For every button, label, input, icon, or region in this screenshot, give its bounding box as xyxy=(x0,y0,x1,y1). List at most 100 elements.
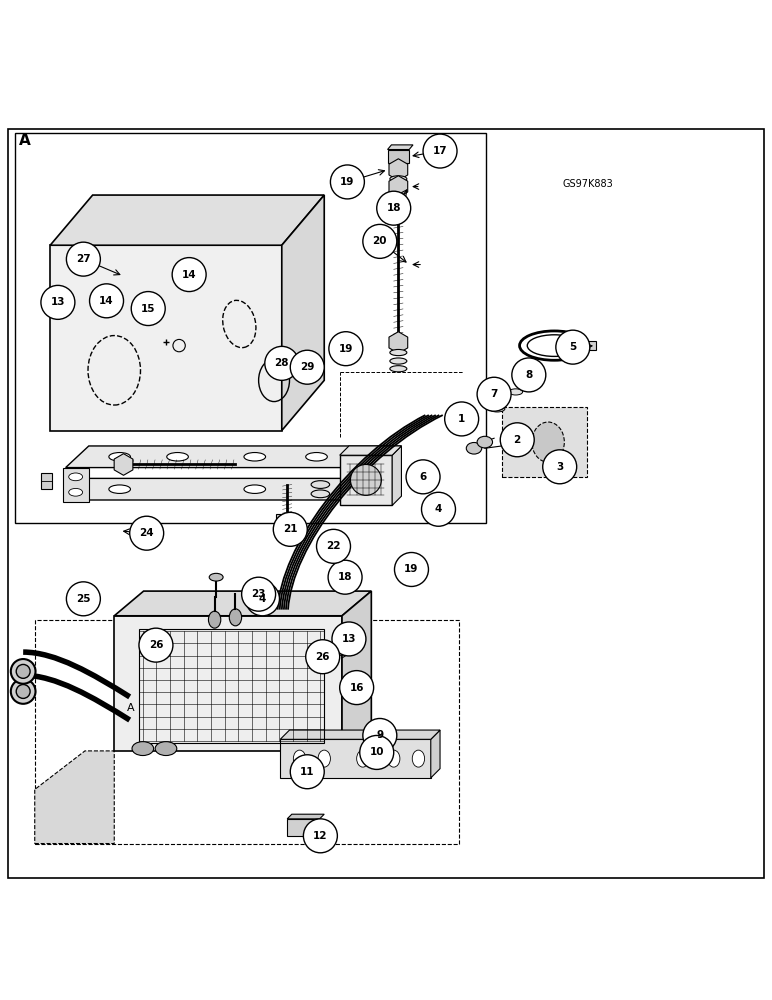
Ellipse shape xyxy=(532,422,564,462)
Text: 19: 19 xyxy=(339,344,353,354)
Circle shape xyxy=(445,402,479,436)
Text: 20: 20 xyxy=(373,236,387,246)
Text: 6: 6 xyxy=(419,472,427,482)
Text: 7: 7 xyxy=(490,389,498,399)
Text: 28: 28 xyxy=(275,358,289,368)
Polygon shape xyxy=(114,454,133,475)
FancyBboxPatch shape xyxy=(50,245,282,431)
Text: 4: 4 xyxy=(435,504,442,514)
Text: 13: 13 xyxy=(51,297,65,307)
Text: 27: 27 xyxy=(76,254,90,264)
Circle shape xyxy=(66,242,100,276)
Polygon shape xyxy=(280,730,440,739)
Circle shape xyxy=(273,512,307,546)
Polygon shape xyxy=(282,195,324,431)
Polygon shape xyxy=(389,159,408,180)
Circle shape xyxy=(500,423,534,457)
Text: 15: 15 xyxy=(141,304,155,314)
Circle shape xyxy=(290,350,324,384)
Circle shape xyxy=(90,284,124,318)
Circle shape xyxy=(360,735,394,769)
Ellipse shape xyxy=(11,659,36,684)
Circle shape xyxy=(332,622,366,656)
Ellipse shape xyxy=(109,485,130,493)
Circle shape xyxy=(317,529,350,563)
Text: 26: 26 xyxy=(316,652,330,662)
Polygon shape xyxy=(342,591,371,751)
Ellipse shape xyxy=(489,406,505,412)
Text: 18: 18 xyxy=(387,203,401,213)
Circle shape xyxy=(363,718,397,752)
Text: 3: 3 xyxy=(556,462,564,472)
Circle shape xyxy=(139,628,173,662)
Circle shape xyxy=(172,258,206,292)
FancyBboxPatch shape xyxy=(8,129,764,878)
Ellipse shape xyxy=(318,750,330,767)
Circle shape xyxy=(131,292,165,326)
Circle shape xyxy=(340,671,374,705)
Text: 13: 13 xyxy=(342,634,356,644)
Ellipse shape xyxy=(16,685,30,698)
FancyBboxPatch shape xyxy=(15,133,486,523)
Circle shape xyxy=(394,552,428,586)
Ellipse shape xyxy=(388,750,400,767)
Ellipse shape xyxy=(390,349,407,356)
Circle shape xyxy=(363,224,397,258)
FancyBboxPatch shape xyxy=(276,514,298,520)
Ellipse shape xyxy=(390,366,407,372)
Ellipse shape xyxy=(244,485,266,493)
FancyBboxPatch shape xyxy=(280,739,431,778)
Ellipse shape xyxy=(11,679,36,704)
Ellipse shape xyxy=(293,750,306,767)
Ellipse shape xyxy=(209,573,223,581)
Polygon shape xyxy=(35,751,114,844)
FancyBboxPatch shape xyxy=(340,455,392,505)
FancyBboxPatch shape xyxy=(388,150,409,163)
Text: 19: 19 xyxy=(405,564,418,574)
Polygon shape xyxy=(388,145,413,150)
Ellipse shape xyxy=(390,176,407,182)
Ellipse shape xyxy=(244,453,266,461)
Ellipse shape xyxy=(229,609,242,626)
Text: A: A xyxy=(19,133,31,148)
Ellipse shape xyxy=(109,453,130,461)
Text: 14: 14 xyxy=(182,270,196,280)
Ellipse shape xyxy=(509,389,523,395)
FancyBboxPatch shape xyxy=(114,616,342,751)
Circle shape xyxy=(41,285,75,319)
Polygon shape xyxy=(66,446,401,468)
Ellipse shape xyxy=(350,464,381,495)
Ellipse shape xyxy=(69,488,83,496)
Circle shape xyxy=(303,819,337,853)
Ellipse shape xyxy=(477,436,493,448)
Text: A: A xyxy=(127,703,135,713)
Circle shape xyxy=(245,582,279,616)
Text: 4: 4 xyxy=(259,594,266,604)
Text: 10: 10 xyxy=(370,747,384,757)
FancyBboxPatch shape xyxy=(287,819,320,836)
Text: 17: 17 xyxy=(433,146,447,156)
Text: 18: 18 xyxy=(338,572,352,582)
FancyBboxPatch shape xyxy=(579,341,596,350)
Text: GS97K883: GS97K883 xyxy=(562,179,613,189)
Text: 8: 8 xyxy=(525,370,533,380)
Circle shape xyxy=(306,640,340,674)
Polygon shape xyxy=(489,389,505,407)
Ellipse shape xyxy=(132,742,154,756)
Polygon shape xyxy=(431,730,440,778)
Text: 9: 9 xyxy=(376,730,384,740)
Text: 23: 23 xyxy=(252,589,266,599)
Text: 5: 5 xyxy=(569,342,577,352)
Circle shape xyxy=(130,516,164,550)
Ellipse shape xyxy=(390,358,407,364)
Polygon shape xyxy=(287,814,324,819)
Circle shape xyxy=(242,577,276,611)
Circle shape xyxy=(377,191,411,225)
Ellipse shape xyxy=(412,750,425,767)
Text: 14: 14 xyxy=(100,296,113,306)
Circle shape xyxy=(328,560,362,594)
Text: 22: 22 xyxy=(327,541,340,551)
Polygon shape xyxy=(502,407,587,477)
Ellipse shape xyxy=(466,442,482,454)
Circle shape xyxy=(406,460,440,494)
